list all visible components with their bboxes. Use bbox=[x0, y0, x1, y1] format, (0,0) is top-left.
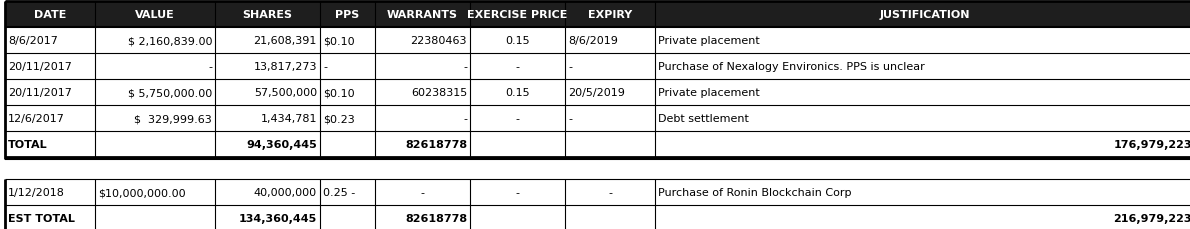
Text: 21,608,391: 21,608,391 bbox=[253, 36, 317, 46]
Text: PPS: PPS bbox=[336, 10, 359, 20]
Text: 8/6/2017: 8/6/2017 bbox=[8, 36, 58, 46]
Text: $ 5,750,000.00: $ 5,750,000.00 bbox=[127, 88, 212, 98]
Text: -: - bbox=[463, 114, 466, 123]
Text: 8/6/2019: 8/6/2019 bbox=[568, 36, 618, 46]
Bar bbox=[5, 157, 1190, 179]
Text: -: - bbox=[515, 187, 520, 197]
Bar bbox=[5, 2, 1190, 28]
Text: -: - bbox=[568, 62, 572, 72]
Text: 12/6/2017: 12/6/2017 bbox=[8, 114, 65, 123]
Text: -: - bbox=[208, 62, 212, 72]
Text: 1/12/2018: 1/12/2018 bbox=[8, 187, 65, 197]
Text: Debt settlement: Debt settlement bbox=[658, 114, 749, 123]
Bar bbox=[5, 179, 1190, 205]
Bar bbox=[5, 106, 1190, 131]
Text: EXERCISE PRICE: EXERCISE PRICE bbox=[468, 10, 568, 20]
Text: 20/5/2019: 20/5/2019 bbox=[568, 88, 625, 98]
Text: 176,979,223: 176,979,223 bbox=[1114, 139, 1190, 149]
Text: -: - bbox=[420, 187, 425, 197]
Text: 0.15: 0.15 bbox=[506, 36, 530, 46]
Bar bbox=[5, 131, 1190, 157]
Text: -: - bbox=[515, 114, 520, 123]
Bar bbox=[5, 28, 1190, 54]
Text: $  329,999.63: $ 329,999.63 bbox=[134, 114, 212, 123]
Text: 94,360,445: 94,360,445 bbox=[246, 139, 317, 149]
Text: 216,979,223: 216,979,223 bbox=[1114, 213, 1190, 223]
Text: -: - bbox=[463, 62, 466, 72]
Text: 134,360,445: 134,360,445 bbox=[239, 213, 317, 223]
Text: TOTAL: TOTAL bbox=[8, 139, 48, 149]
Text: -: - bbox=[322, 62, 327, 72]
Bar bbox=[5, 54, 1190, 80]
Text: Purchase of Nexalogy Environics. PPS is unclear: Purchase of Nexalogy Environics. PPS is … bbox=[658, 62, 925, 72]
Text: VALUE: VALUE bbox=[136, 10, 175, 20]
Text: 0.15: 0.15 bbox=[506, 88, 530, 98]
Text: 22380463: 22380463 bbox=[411, 36, 466, 46]
Text: $0.10: $0.10 bbox=[322, 36, 355, 46]
Text: 57,500,000: 57,500,000 bbox=[253, 88, 317, 98]
Text: 1,434,781: 1,434,781 bbox=[261, 114, 317, 123]
Text: EXPIRY: EXPIRY bbox=[588, 10, 632, 20]
Text: $10,000,000.00: $10,000,000.00 bbox=[98, 187, 186, 197]
Text: EST TOTAL: EST TOTAL bbox=[8, 213, 75, 223]
Text: $0.23: $0.23 bbox=[322, 114, 355, 123]
Text: Purchase of Ronin Blockchain Corp: Purchase of Ronin Blockchain Corp bbox=[658, 187, 852, 197]
Text: 0.25 -: 0.25 - bbox=[322, 187, 356, 197]
Text: 82618778: 82618778 bbox=[405, 139, 466, 149]
Text: 82618778: 82618778 bbox=[405, 213, 466, 223]
Text: SHARES: SHARES bbox=[243, 10, 293, 20]
Text: -: - bbox=[515, 62, 520, 72]
Text: WARRANTS: WARRANTS bbox=[387, 10, 458, 20]
Text: -: - bbox=[568, 114, 572, 123]
Text: 40,000,000: 40,000,000 bbox=[253, 187, 317, 197]
Text: 60238315: 60238315 bbox=[411, 88, 466, 98]
Text: Private placement: Private placement bbox=[658, 88, 759, 98]
Text: 20/11/2017: 20/11/2017 bbox=[8, 88, 71, 98]
Text: 20/11/2017: 20/11/2017 bbox=[8, 62, 71, 72]
Text: JUSTIFICATION: JUSTIFICATION bbox=[879, 10, 970, 20]
Text: 13,817,273: 13,817,273 bbox=[253, 62, 317, 72]
Text: $0.10: $0.10 bbox=[322, 88, 355, 98]
Bar bbox=[5, 205, 1190, 229]
Text: -: - bbox=[608, 187, 612, 197]
Bar bbox=[5, 80, 1190, 106]
Text: Private placement: Private placement bbox=[658, 36, 759, 46]
Text: $ 2,160,839.00: $ 2,160,839.00 bbox=[127, 36, 212, 46]
Text: DATE: DATE bbox=[33, 10, 67, 20]
